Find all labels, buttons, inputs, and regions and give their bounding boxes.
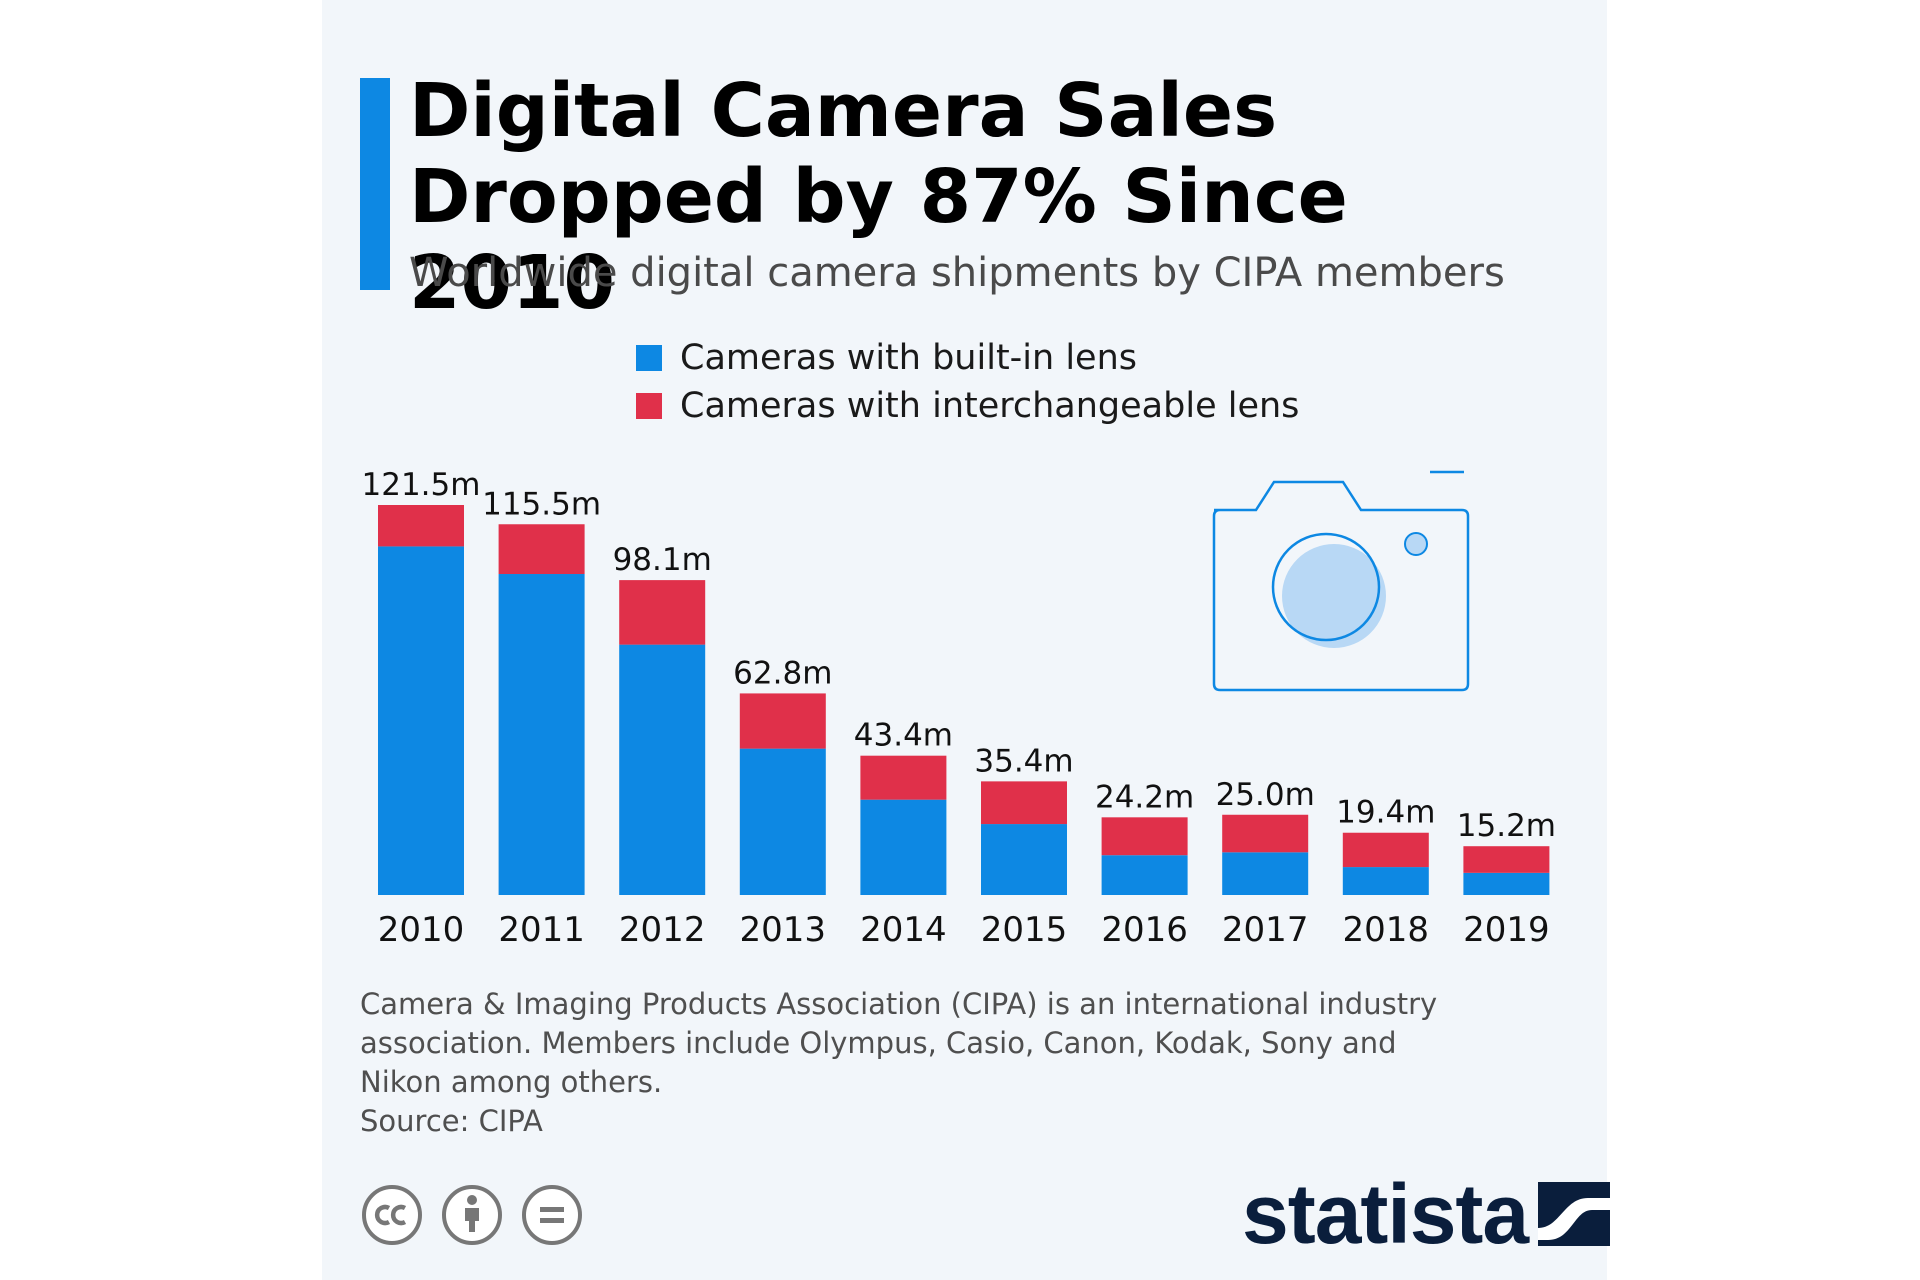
- legend-label-built-in: Cameras with built-in lens: [680, 338, 1137, 378]
- bar-total-label-2010: 121.5m: [362, 467, 481, 503]
- note-line-3: Nikon among others.: [360, 1065, 663, 1099]
- bar-interchangeable-2016: [1101, 817, 1188, 856]
- legend-label-interchangeable: Cameras with interchangeable lens: [680, 386, 1300, 426]
- bar-interchangeable-2017: [1222, 814, 1309, 853]
- stacked-bar-chart: 121.5m 2010 115.5m 2011 98.1m 2012 62.8m 2013 43…: [362, 467, 1556, 950]
- infographic-card: Digital Camera Sales Dropped by 87% Sinc…: [322, 0, 1611, 1280]
- x-tick-label-2018: 2018: [1343, 910, 1430, 950]
- legend-item-interchangeable: Cameras with interchangeable lens: [636, 386, 1299, 426]
- bar-interchangeable-2015: [981, 781, 1067, 825]
- bar-total-label-2015: 35.4m: [974, 743, 1073, 779]
- legend-item-built-in: Cameras with built-in lens: [636, 338, 1137, 378]
- legend-swatch-interchangeable: [636, 393, 662, 419]
- bar-interchangeable-2018: [1342, 832, 1429, 868]
- bar-built-in-2014: [860, 799, 947, 895]
- legend-swatch-built-in: [636, 345, 662, 371]
- license-icons: [360, 1183, 584, 1247]
- bar-built-in-2012: [619, 644, 706, 895]
- bar-built-in-2019: [1463, 872, 1550, 895]
- x-tick-label-2015: 2015: [981, 910, 1068, 950]
- bar-total-label-2014: 43.4m: [854, 718, 953, 754]
- no-derivatives-icon[interactable]: [520, 1183, 584, 1247]
- title-line-2: Dropped by 87% Since 2010: [409, 154, 1348, 326]
- bar-total-label-2011: 115.5m: [482, 486, 601, 522]
- bar-interchangeable-2013: [739, 693, 826, 749]
- bar-built-in-2011: [498, 574, 585, 895]
- page-title: Digital Camera Sales Dropped by 87% Sinc…: [409, 68, 1559, 326]
- bar-total-label-2018: 19.4m: [1336, 795, 1435, 831]
- source-label: Source: CIPA: [360, 1104, 543, 1138]
- note-line-1: Camera & Imaging Products Association (C…: [360, 987, 1438, 1021]
- bar-interchangeable-2011: [498, 524, 585, 575]
- bar-interchangeable-2010: [378, 505, 464, 547]
- x-tick-label-2019: 2019: [1463, 910, 1550, 950]
- note-line-2: association. Members include Olympus, Ca…: [360, 1026, 1397, 1060]
- bar-total-label-2016: 24.2m: [1095, 779, 1194, 815]
- bar-total-label-2012: 98.1m: [613, 542, 712, 578]
- x-tick-label-2016: 2016: [1101, 910, 1188, 950]
- bar-built-in-2013: [739, 748, 826, 895]
- x-tick-label-2011: 2011: [498, 910, 585, 950]
- brand-name: statista: [1242, 1167, 1529, 1261]
- bar-built-in-2018: [1342, 867, 1429, 895]
- bar-built-in-2015: [981, 824, 1067, 895]
- x-tick-label-2013: 2013: [740, 910, 827, 950]
- title-line-1: Digital Camera Sales: [409, 68, 1278, 154]
- cc-icon[interactable]: [360, 1183, 424, 1247]
- statista-logo[interactable]: statista: [1242, 1172, 1614, 1256]
- bar-interchangeable-2014: [860, 755, 947, 800]
- bar-built-in-2016: [1101, 855, 1188, 895]
- x-tick-label-2010: 2010: [378, 910, 465, 950]
- bar-built-in-2010: [378, 546, 464, 895]
- statista-mark-icon: [1538, 1182, 1611, 1246]
- x-tick-label-2012: 2012: [619, 910, 706, 950]
- bar-total-label-2013: 62.8m: [733, 655, 832, 691]
- bar-built-in-2017: [1222, 852, 1309, 895]
- bar-interchangeable-2012: [619, 580, 706, 645]
- attribution-icon[interactable]: [440, 1183, 504, 1247]
- camera-icon: [1212, 470, 1470, 692]
- chart-note: Camera & Imaging Products Association (C…: [360, 985, 1510, 1141]
- x-tick-label-2014: 2014: [860, 910, 947, 950]
- subtitle: Worldwide digital camera shipments by CI…: [409, 250, 1505, 296]
- bar-total-label-2017: 25.0m: [1216, 777, 1315, 813]
- x-tick-label-2017: 2017: [1222, 910, 1309, 950]
- title-accent-bar: [360, 78, 390, 290]
- bar-interchangeable-2019: [1463, 846, 1550, 873]
- bar-total-label-2019: 15.2m: [1457, 808, 1556, 844]
